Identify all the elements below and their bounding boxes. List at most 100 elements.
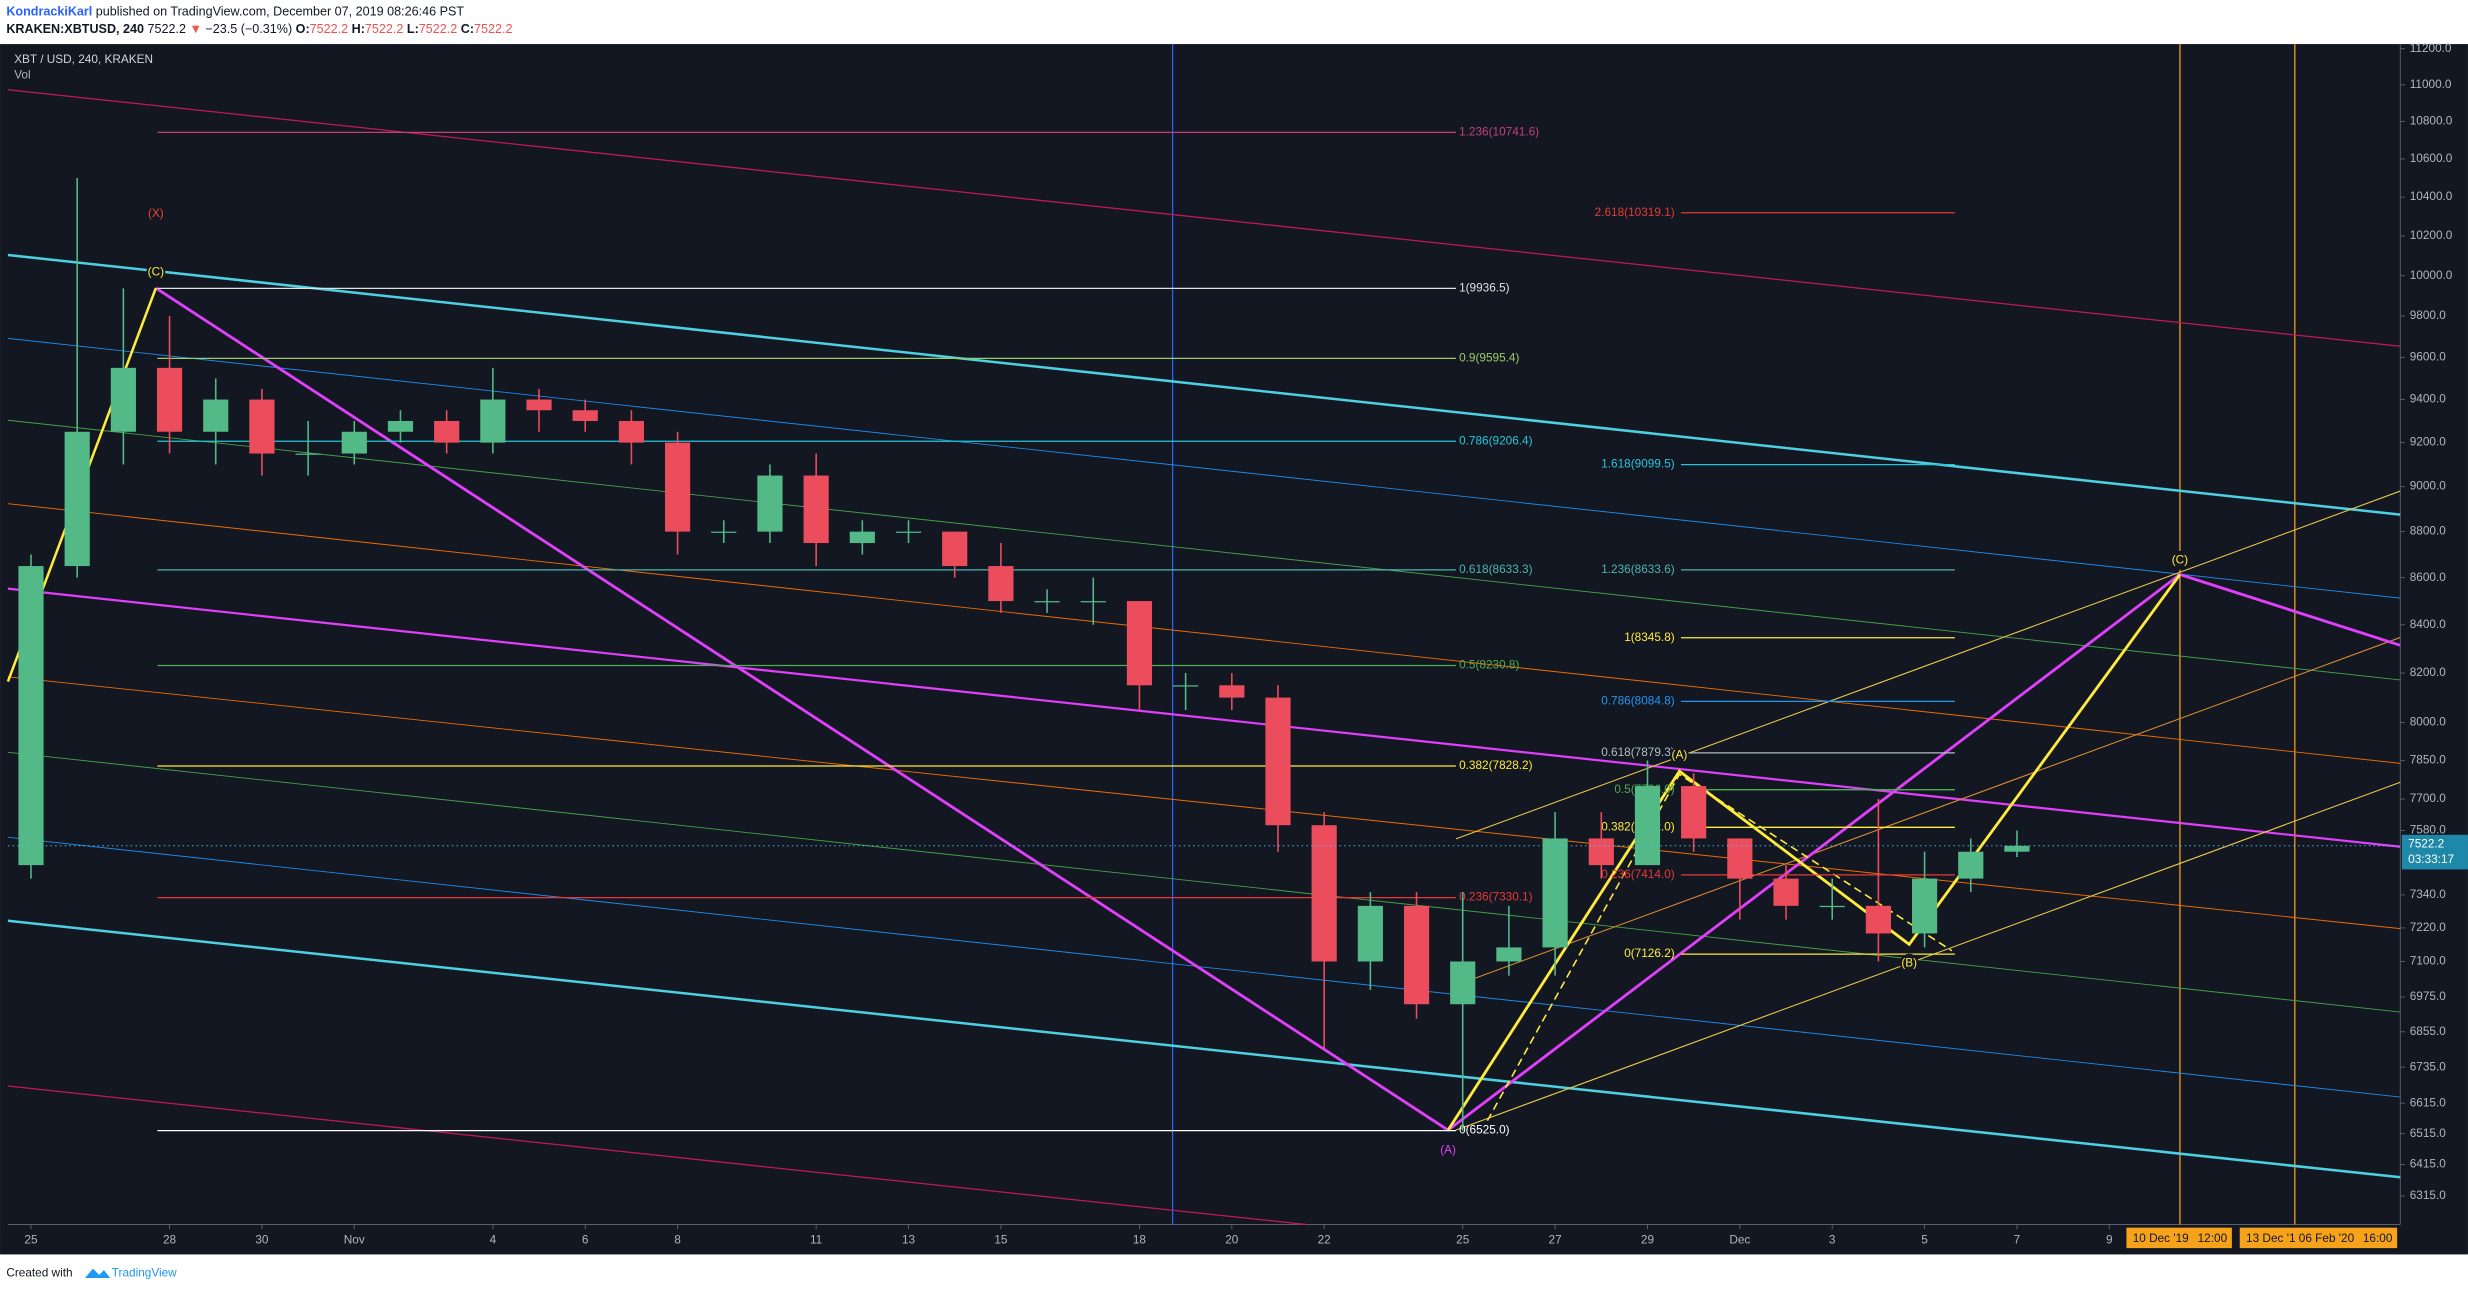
change: −23.5 (−0.31%) [205, 22, 292, 36]
y-tick-label: 8600.0 [2410, 570, 2447, 584]
y-tick-label: 9800.0 [2410, 308, 2447, 322]
candle-body [1588, 838, 1614, 866]
y-tick-label: 9600.0 [2410, 350, 2447, 364]
y-tick-label: 8200.0 [2410, 665, 2447, 679]
wave-marker [1669, 746, 1689, 765]
symbol-line: KRAKEN:XBTUSD, 240 7522.2 ▼ −23.5 (−0.31… [6, 22, 512, 36]
candle-body [110, 367, 136, 432]
wave-label: (C) [2172, 552, 2188, 566]
ohlc-value: 7522.2 [310, 22, 348, 36]
x-tick-label: 15 [994, 1232, 1008, 1246]
channel-line [1455, 636, 2401, 986]
candle-body [1450, 961, 1476, 1005]
publish-line: KondrackiKarl published on TradingView.c… [6, 5, 464, 19]
candle-body [1126, 601, 1153, 686]
fib-label: 1(8345.8) [1624, 630, 1675, 644]
x-tick-label: 13 [902, 1232, 916, 1246]
candle-body [664, 442, 691, 532]
fib-label: 0.786(8084.8) [1601, 693, 1675, 707]
y-tick-label: 6515.0 [2410, 1126, 2447, 1140]
logo [85, 1268, 111, 1279]
y-tick-label: 9200.0 [2410, 435, 2447, 449]
legend-title: XBT / USD, 240, KRAKEN [14, 52, 153, 66]
candle-body [1173, 685, 1199, 687]
candle-body [1496, 947, 1522, 962]
candle-body [1865, 905, 1891, 934]
channel-line [7, 919, 2401, 1179]
x-tick-label: 25 [1456, 1232, 1470, 1246]
channel-line [7, 676, 2401, 930]
fib-label: 0.786(9206.4) [1459, 433, 1533, 447]
candle-body [711, 531, 737, 533]
candle-body [757, 475, 783, 532]
time-box [2239, 1227, 2398, 1249]
y-tick-label: 7220.0 [2410, 920, 2447, 934]
candle-body [295, 453, 321, 455]
author[interactable]: KondrackiKarl [6, 5, 92, 19]
fib-label: 0.382(7828.2) [1459, 758, 1533, 772]
channel-line [7, 1085, 1307, 1226]
x-tick-label: 30 [255, 1232, 269, 1246]
y-tick-label: 6415.0 [2410, 1157, 2447, 1171]
wave-label: (C) [148, 264, 164, 278]
fib-label: 2.618(10319.1) [1595, 205, 1675, 219]
x-tick-label: 25 [24, 1232, 38, 1246]
candle-body [18, 566, 44, 866]
candle-body [2004, 845, 2030, 852]
last-price: 7522.2 [148, 22, 186, 36]
candle-body [849, 531, 875, 544]
x-tick-label: 3 [1829, 1232, 1836, 1246]
ohlc-key: O: [296, 22, 310, 36]
fib-label: 0(7126.2) [1624, 946, 1675, 960]
indicator-name: Vol [14, 68, 30, 82]
fib-label: 1.618(9099.5) [1601, 457, 1675, 471]
candle-body [1681, 786, 1707, 839]
candle-body [1080, 601, 1106, 603]
annotations: (X) (C) (A) (A) (B) (C) [146, 206, 2190, 1157]
x-tick-label: 18 [1133, 1232, 1147, 1246]
y-tick-label: 9000.0 [2410, 479, 2447, 493]
fib-label: 0.618(8633.3) [1459, 562, 1533, 576]
y-tick-label: 6855.0 [2410, 1024, 2447, 1038]
candle-body [1403, 905, 1430, 1005]
axes: 11200.0 11000.0 10800.0 10600.0 10400.0 10200… [7, 41, 2468, 1249]
footer-brand[interactable]: TradingView [112, 1265, 177, 1279]
candle-body [1958, 851, 1984, 879]
x-tick-label: 29 [1641, 1232, 1654, 1246]
y-tick-label: 8000.0 [2410, 715, 2447, 729]
y-tick-label: 10800.0 [2410, 114, 2453, 128]
ohlc-value: 7522.2 [419, 22, 457, 36]
candle-body [156, 367, 183, 432]
candle-body [988, 566, 1014, 602]
wave-marker [146, 262, 166, 282]
time-box-date: 13 Dec '1 06 Feb '20 [2246, 1231, 2355, 1245]
y-tick-label: 7700.0 [2410, 791, 2447, 805]
x-tick-label: 22 [1318, 1232, 1331, 1246]
ohlc-value: 7522.2 [365, 22, 403, 36]
candles [18, 177, 2030, 1131]
channel-line [7, 587, 2401, 848]
y-tick-label: 10400.0 [2410, 189, 2453, 203]
candle-body [434, 420, 460, 443]
y-tick-label: 7340.0 [2410, 887, 2447, 901]
ohlc-key: C: [461, 22, 474, 36]
x-tick-label: 11 [810, 1232, 822, 1246]
ohlc-key: L: [407, 22, 419, 36]
candle-body [1311, 825, 1337, 962]
channel-line [7, 503, 2401, 764]
candle-body [803, 475, 829, 544]
fib-label: 0.236(7414.0) [1601, 867, 1675, 881]
x-tick-label: 4 [490, 1232, 497, 1246]
drawings [6, 44, 2401, 1226]
y-tick-label: 10000.0 [2410, 268, 2453, 282]
ohlc-value: 7522.2 [474, 22, 512, 36]
x-tick-label: Nov [344, 1232, 365, 1246]
ohlc-key: H: [352, 22, 365, 36]
y-tick-label: 6735.0 [2410, 1059, 2447, 1073]
fib-label: 0(6525.0) [1459, 1123, 1510, 1137]
candle-body [1265, 697, 1291, 826]
wave-line [155, 286, 2401, 1132]
x-tick-label: 5 [1921, 1232, 1928, 1246]
fib-label: 0.9(9595.4) [1459, 350, 1519, 364]
